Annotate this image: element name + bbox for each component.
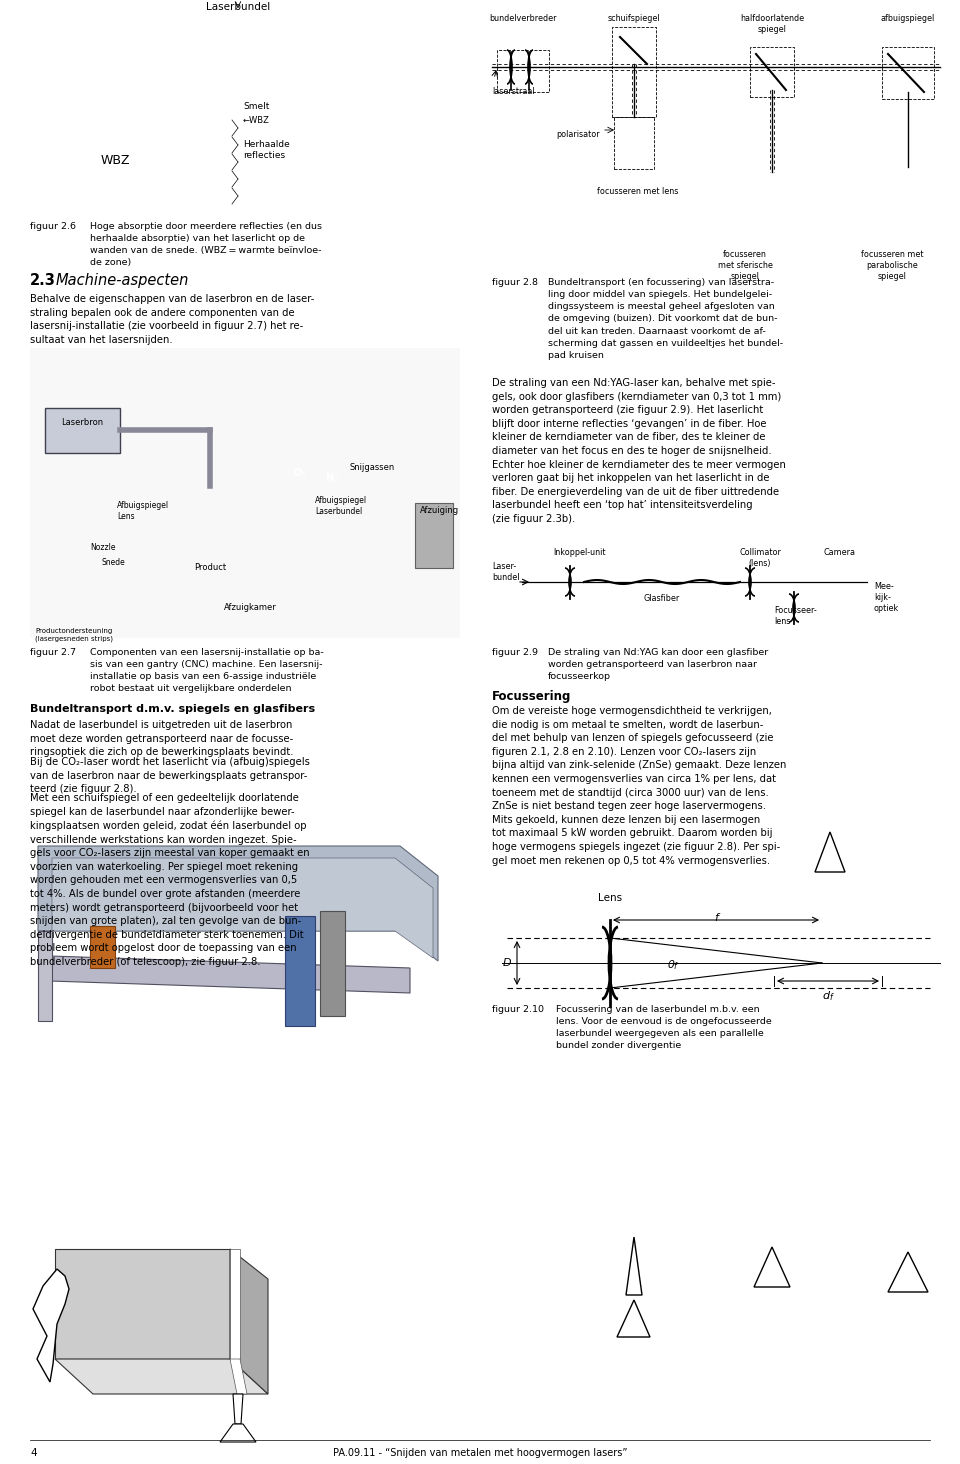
- Text: ←WBZ: ←WBZ: [243, 116, 270, 124]
- Text: Lens: Lens: [598, 893, 622, 903]
- Text: focusseren
met sferische
spiegel: focusseren met sferische spiegel: [717, 250, 773, 281]
- Text: Hoge absorptie door meerdere reflecties (en dus
herhaalde absorptie) van het las: Hoge absorptie door meerdere reflecties …: [90, 223, 322, 268]
- Text: Herhaalde
reflecties: Herhaalde reflecties: [243, 141, 290, 160]
- Text: Nozzle: Nozzle: [90, 543, 115, 552]
- Text: polarisator: polarisator: [557, 130, 600, 139]
- Text: figuur 2.6: figuur 2.6: [30, 223, 76, 231]
- Text: Focussering: Focussering: [492, 690, 571, 703]
- Text: Laserbron: Laserbron: [60, 419, 103, 427]
- Text: 2.3: 2.3: [30, 272, 56, 288]
- Bar: [612, 26, 656, 117]
- Text: Focusseer-
lens: Focusseer- lens: [774, 606, 817, 627]
- Polygon shape: [55, 1359, 268, 1394]
- Polygon shape: [38, 931, 52, 1020]
- Text: Laserbundel: Laserbundel: [205, 1, 270, 12]
- Polygon shape: [220, 1424, 256, 1442]
- Text: Productondersteuning
(lasergesneden strips): Productondersteuning (lasergesneden stri…: [35, 628, 113, 643]
- Text: Collimator
(lens): Collimator (lens): [739, 548, 780, 568]
- Text: Laser-
bundel: Laser- bundel: [492, 562, 519, 583]
- Text: Componenten van een lasersnij-installatie op ba-
sis van een gantry (CNC) machin: Componenten van een lasersnij-installati…: [90, 649, 324, 694]
- Text: bundelverbreder: bundelverbreder: [490, 15, 557, 23]
- Text: figuur 2.9: figuur 2.9: [492, 649, 538, 657]
- Polygon shape: [230, 1359, 247, 1394]
- Polygon shape: [233, 1394, 243, 1424]
- Text: f: f: [714, 914, 718, 922]
- Text: Inkoppel-unit: Inkoppel-unit: [554, 548, 607, 556]
- Polygon shape: [33, 1269, 69, 1382]
- Text: focusseren met lens: focusseren met lens: [597, 187, 679, 196]
- Polygon shape: [55, 1249, 230, 1359]
- Bar: [750, 47, 794, 97]
- Bar: [45, 408, 120, 452]
- Text: Mee-
kijk-
optiek: Mee- kijk- optiek: [874, 583, 900, 613]
- Text: Behalve de eigenschappen van de laserbron en de laser-
straling bepalen ook de a: Behalve de eigenschappen van de laserbro…: [30, 294, 314, 346]
- Polygon shape: [38, 846, 438, 960]
- Text: figuur 2.10: figuur 2.10: [492, 1004, 544, 1015]
- Text: O$_2$: O$_2$: [293, 466, 307, 480]
- Bar: [30, 348, 460, 638]
- Text: θ$_f$: θ$_f$: [667, 957, 680, 972]
- Text: Focussering van de laserbundel m.b.v. een
lens. Voor de eenvoud is de ongefocuss: Focussering van de laserbundel m.b.v. ee…: [556, 1004, 772, 1051]
- Bar: [614, 117, 654, 168]
- Text: afbuigspiegel: afbuigspiegel: [881, 15, 935, 23]
- Text: Bij de CO₂-laser wordt het laserlicht via (afbuig)spiegels
van de laserbron naar: Bij de CO₂-laser wordt het laserlicht vi…: [30, 757, 310, 793]
- Text: Machine-aspecten: Machine-aspecten: [56, 272, 189, 288]
- Polygon shape: [320, 911, 345, 1016]
- Text: focusseren met
parabolische
spiegel: focusseren met parabolische spiegel: [861, 250, 924, 281]
- Text: Afzuiging: Afzuiging: [420, 507, 459, 515]
- Text: Glasfiber: Glasfiber: [644, 594, 680, 603]
- Text: Bundeltransport (en focussering) van laserstra-
ling door middel van spiegels. H: Bundeltransport (en focussering) van las…: [548, 278, 783, 360]
- Text: schuifspiegel: schuifspiegel: [608, 15, 660, 23]
- Polygon shape: [90, 927, 115, 968]
- Text: 4: 4: [30, 1448, 36, 1458]
- Text: Om de vereiste hoge vermogensdichtheid te verkrijgen,
die nodig is om metaal te : Om de vereiste hoge vermogensdichtheid t…: [492, 706, 786, 865]
- Polygon shape: [230, 1249, 240, 1359]
- Text: N$_2$: N$_2$: [325, 471, 339, 485]
- Text: Nadat de laserbundel is uitgetreden uit de laserbron
moet deze worden getranspor: Nadat de laserbundel is uitgetreden uit …: [30, 720, 294, 757]
- Polygon shape: [52, 858, 433, 957]
- Bar: [497, 50, 549, 92]
- Text: Camera: Camera: [824, 548, 856, 556]
- Polygon shape: [285, 916, 315, 1026]
- Text: Snede: Snede: [102, 558, 126, 567]
- Text: De straling van Nd:YAG kan door een glasfiber
worden getransporteerd van laserbr: De straling van Nd:YAG kan door een glas…: [548, 649, 768, 681]
- Text: halfdoorlatende
spiegel: halfdoorlatende spiegel: [740, 15, 804, 34]
- Text: Met een schuifspiegel of een gedeeltelijk doorlatende
spiegel kan de laserbundel: Met een schuifspiegel of een gedeeltelij…: [30, 793, 310, 966]
- Text: Snijgassen: Snijgassen: [350, 463, 396, 471]
- Bar: [415, 504, 453, 568]
- Text: Bundeltransport d.m.v. spiegels en glasfibers: Bundeltransport d.m.v. spiegels en glasf…: [30, 704, 315, 714]
- Bar: [882, 47, 934, 100]
- Text: Afbuigspiegel
Lens: Afbuigspiegel Lens: [117, 501, 169, 521]
- Polygon shape: [230, 1249, 268, 1394]
- Text: laserstraal: laserstraal: [492, 86, 535, 97]
- Text: PA.09.11 - “Snijden van metalen met hoogvermogen lasers”: PA.09.11 - “Snijden van metalen met hoog…: [333, 1448, 627, 1458]
- Text: Afbuigspiegel
Laserbundel: Afbuigspiegel Laserbundel: [315, 496, 367, 517]
- Text: figuur 2.7: figuur 2.7: [30, 649, 76, 657]
- Text: figuur 2.8: figuur 2.8: [492, 278, 538, 287]
- Text: WBZ: WBZ: [100, 154, 130, 167]
- Text: D: D: [503, 957, 512, 968]
- Text: Smelt: Smelt: [243, 102, 270, 111]
- Text: Afzuigkamer: Afzuigkamer: [224, 603, 276, 612]
- Text: Product: Product: [194, 564, 226, 572]
- Text: De straling van een Nd:YAG-laser kan, behalve met spie-
gels, ook door glasfiber: De straling van een Nd:YAG-laser kan, be…: [492, 378, 786, 524]
- Text: d$_f$: d$_f$: [822, 990, 834, 1003]
- Polygon shape: [50, 956, 410, 993]
